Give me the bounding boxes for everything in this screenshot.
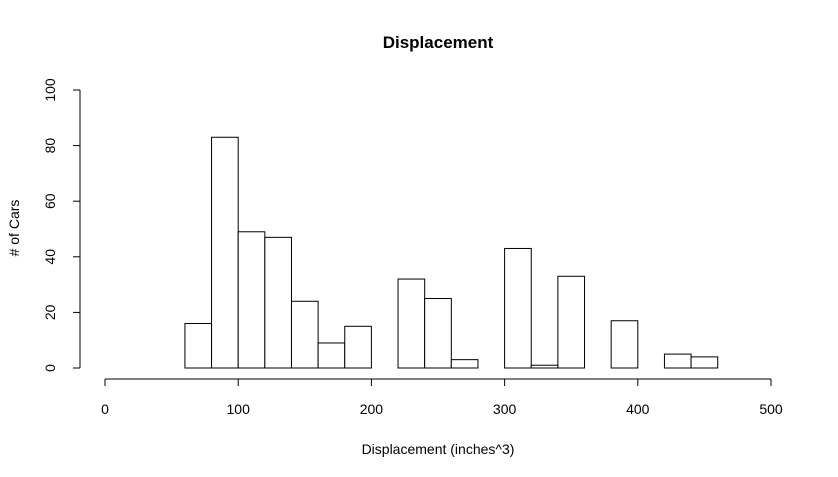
x-tick-label-400: 400 [626, 401, 650, 417]
histogram-bar-340-360 [557, 275, 586, 369]
bars-group [184, 136, 719, 369]
x-axis-label: Displacement (inches^3) [362, 441, 515, 457]
histogram-bar-420-440 [663, 353, 692, 369]
x-axis: 0 100 200 300 400 500 [101, 378, 783, 417]
y-tick-label-60: 60 [42, 193, 58, 209]
y-tick-label-40: 40 [42, 249, 58, 265]
x-tick-label-500: 500 [759, 401, 783, 417]
x-tick-label-0: 0 [101, 401, 109, 417]
histogram-bar-100-120 [237, 231, 266, 369]
histogram-bar-240-260 [424, 298, 452, 369]
histogram-bar-160-180 [317, 342, 346, 369]
histogram-bar-140-160 [290, 300, 319, 369]
histogram-bar-260-280 [450, 359, 479, 369]
y-axis-label: # of Cars [6, 200, 22, 257]
y-axis: 0 20 40 60 80 100 [42, 78, 81, 372]
histogram-bar-440-460 [690, 356, 719, 369]
histogram-bar-220-240 [397, 278, 426, 369]
histogram-bar-80-100 [211, 136, 239, 369]
y-tick-label-100: 100 [42, 78, 58, 102]
histogram-bar-320-340 [530, 364, 559, 369]
histogram-bar-380-400 [610, 320, 639, 369]
y-tick-label-80: 80 [42, 138, 58, 154]
histogram-bar-300-320 [504, 247, 532, 369]
x-tick-label-300: 300 [493, 401, 517, 417]
y-tick-label-20: 20 [42, 304, 58, 320]
histogram-bar-60-80 [184, 323, 213, 369]
chart-title: Displacement [383, 33, 494, 52]
x-tick-label-200: 200 [360, 401, 384, 417]
histogram-bar-120-140 [264, 236, 292, 369]
x-tick-label-100: 100 [227, 401, 251, 417]
y-tick-label-0: 0 [42, 364, 58, 372]
histogram-bar-180-200 [344, 325, 372, 369]
